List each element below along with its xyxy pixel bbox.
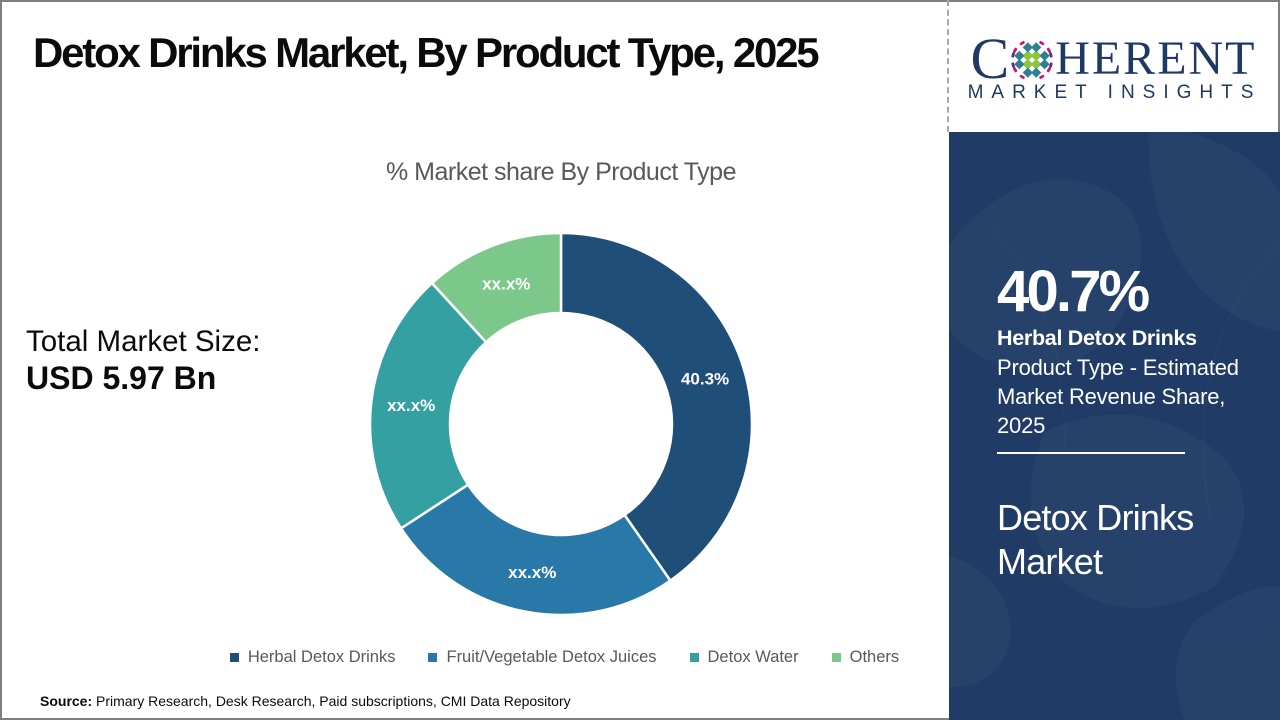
cmi-globe-icon [1011,40,1053,80]
company-logo: C HERENT MARKET INSIGHTS [949,0,1280,132]
legend-label-1: Herbal Detox Drinks [247,648,396,666]
sidebar-panel: 40.7% Herbal Detox Drinks Product Type -… [949,132,1280,720]
donut-slice-label-3: xx.x% [387,396,435,415]
highlight-stat-title: Herbal Detox Drinks [997,326,1197,350]
highlight-stat-value: 40.7% [997,259,1150,324]
legend-item-3: Detox Water [689,648,799,667]
total-market-size-value: USD 5.97 Bn [26,360,217,396]
legend-swatch-4 [831,653,841,662]
legend-swatch-2 [428,653,438,662]
donut-chart: 40.3% xx.x% xx.x% xx.x% [370,233,752,615]
legend-swatch-3 [689,653,699,662]
donut-slice-1 [559,233,752,582]
total-market-size-label: Total Market Size: [26,325,261,358]
total-market-size: Total Market Size: USD 5.97 Bn [26,325,260,397]
dashed-divider [947,0,949,132]
donut-slice-3 [370,281,488,530]
legend-label-2: Fruit/Vegetable Detox Juices [446,648,657,666]
sidebar-content: 40.7% Herbal Detox Drinks Product Type -… [949,262,1280,584]
legend-label-3: Detox Water [707,648,799,666]
report-market-name: Detox Drinks Market [997,497,1194,582]
logo-letter-c: C [970,26,1010,91]
chart-legend: Herbal Detox Drinks Fruit/Vegetable Detox… [90,648,1039,667]
source-text: Primary Research, Desk Research, Paid su… [96,693,571,709]
source-label: Source: [40,693,93,709]
donut-slice-label-1: 40.3% [681,370,729,389]
legend-item-4: Others [831,648,900,667]
legend-label-4: Others [849,648,900,666]
legend-item-2: Fruit/Vegetable Detox Juices [428,648,657,667]
legend-item-1: Herbal Detox Drinks [229,648,396,667]
source-note: Source: Primary Research, Desk Research,… [40,693,571,709]
highlight-stat-description: Product Type - Estimated Market Revenue … [997,355,1239,438]
logo-letters-rest: HERENT [1055,32,1257,85]
page-title: Detox Drinks Market, By Product Type, 20… [33,29,820,76]
logo-subtitle: MARKET INSIGHTS [967,82,1262,103]
sidebar-divider [997,452,1185,454]
donut-slice-2 [399,483,672,615]
world-map-texture [988,221,1280,523]
donut-slice-label-2: xx.x% [508,563,556,582]
logo-wordmark: C HERENT [971,30,1257,88]
legend-swatch-1 [229,653,239,662]
donut-slice-label-4: xx.x% [482,274,530,293]
donut-slice-4 [430,233,563,344]
chart-title: % Market share By Product Type [386,158,736,186]
